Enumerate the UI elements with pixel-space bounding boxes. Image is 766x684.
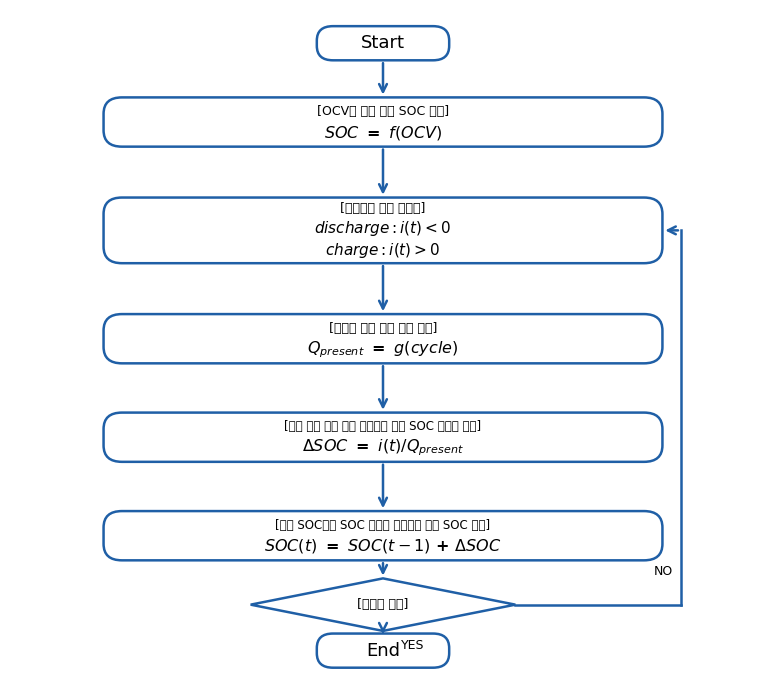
FancyBboxPatch shape [103, 97, 663, 146]
Text: [OCV를 통한 초기 SOC 추정]: [OCV를 통한 초기 SOC 추정] [317, 105, 449, 118]
Text: $\mathbf{\mathit{charge: i(t) > 0}}$: $\mathbf{\mathit{charge: i(t) > 0}}$ [326, 241, 440, 259]
Polygon shape [250, 579, 516, 631]
Text: $\mathbf{\mathit{discharge: i(t) < 0}}$: $\mathbf{\mathit{discharge: i(t) < 0}}$ [314, 219, 452, 238]
FancyBboxPatch shape [317, 633, 449, 668]
Text: YES: YES [401, 639, 425, 652]
Text: End: End [366, 642, 400, 659]
Text: [배터리의 전류 입출력]: [배터리의 전류 입출력] [340, 202, 426, 215]
Text: $\mathbf{\mathit{\Delta SOC}}$ $\mathbf{=}$ $\mathbf{\mathit{i(t)/Q_{present}}}$: $\mathbf{\mathit{\Delta SOC}}$ $\mathbf{… [302, 438, 464, 458]
FancyBboxPatch shape [103, 314, 663, 363]
Text: $\mathbf{\mathit{Q_{present}}}$ $\mathbf{=}$ $\mathbf{\mathit{g(cycle)}}$: $\mathbf{\mathit{Q_{present}}}$ $\mathbf… [307, 339, 459, 360]
FancyBboxPatch shape [103, 412, 663, 462]
FancyBboxPatch shape [103, 198, 663, 263]
Text: $\mathbf{\mathit{SOC}}$ $\mathbf{=}$ $\mathbf{\mathit{f(OCV)}}$: $\mathbf{\mathit{SOC}}$ $\mathbf{=}$ $\m… [324, 124, 442, 142]
Text: [사이클 종료]: [사이클 종료] [357, 598, 409, 611]
Text: [현재 용량 기반 전류 입출력에 대한 SOC 변화량 도출]: [현재 용량 기반 전류 입출력에 대한 SOC 변화량 도출] [284, 420, 482, 433]
FancyBboxPatch shape [317, 26, 449, 60]
FancyBboxPatch shape [103, 511, 663, 560]
Text: [사이클 기반 현재 용량 추정]: [사이클 기반 현재 용량 추정] [329, 321, 437, 334]
Text: [이전 SOC에서 SOC 변화량 적용하여 현재 SOC 추정]: [이전 SOC에서 SOC 변화량 적용하여 현재 SOC 추정] [276, 518, 490, 531]
Text: NO: NO [654, 565, 673, 579]
Text: Start: Start [361, 34, 405, 52]
Text: $\mathbf{\mathit{SOC(t)}}$ $\mathbf{=}$ $\mathbf{\mathit{SOC(t-1)}}$ $\mathbf{+}: $\mathbf{\mathit{SOC(t)}}$ $\mathbf{=}$ … [264, 537, 502, 555]
